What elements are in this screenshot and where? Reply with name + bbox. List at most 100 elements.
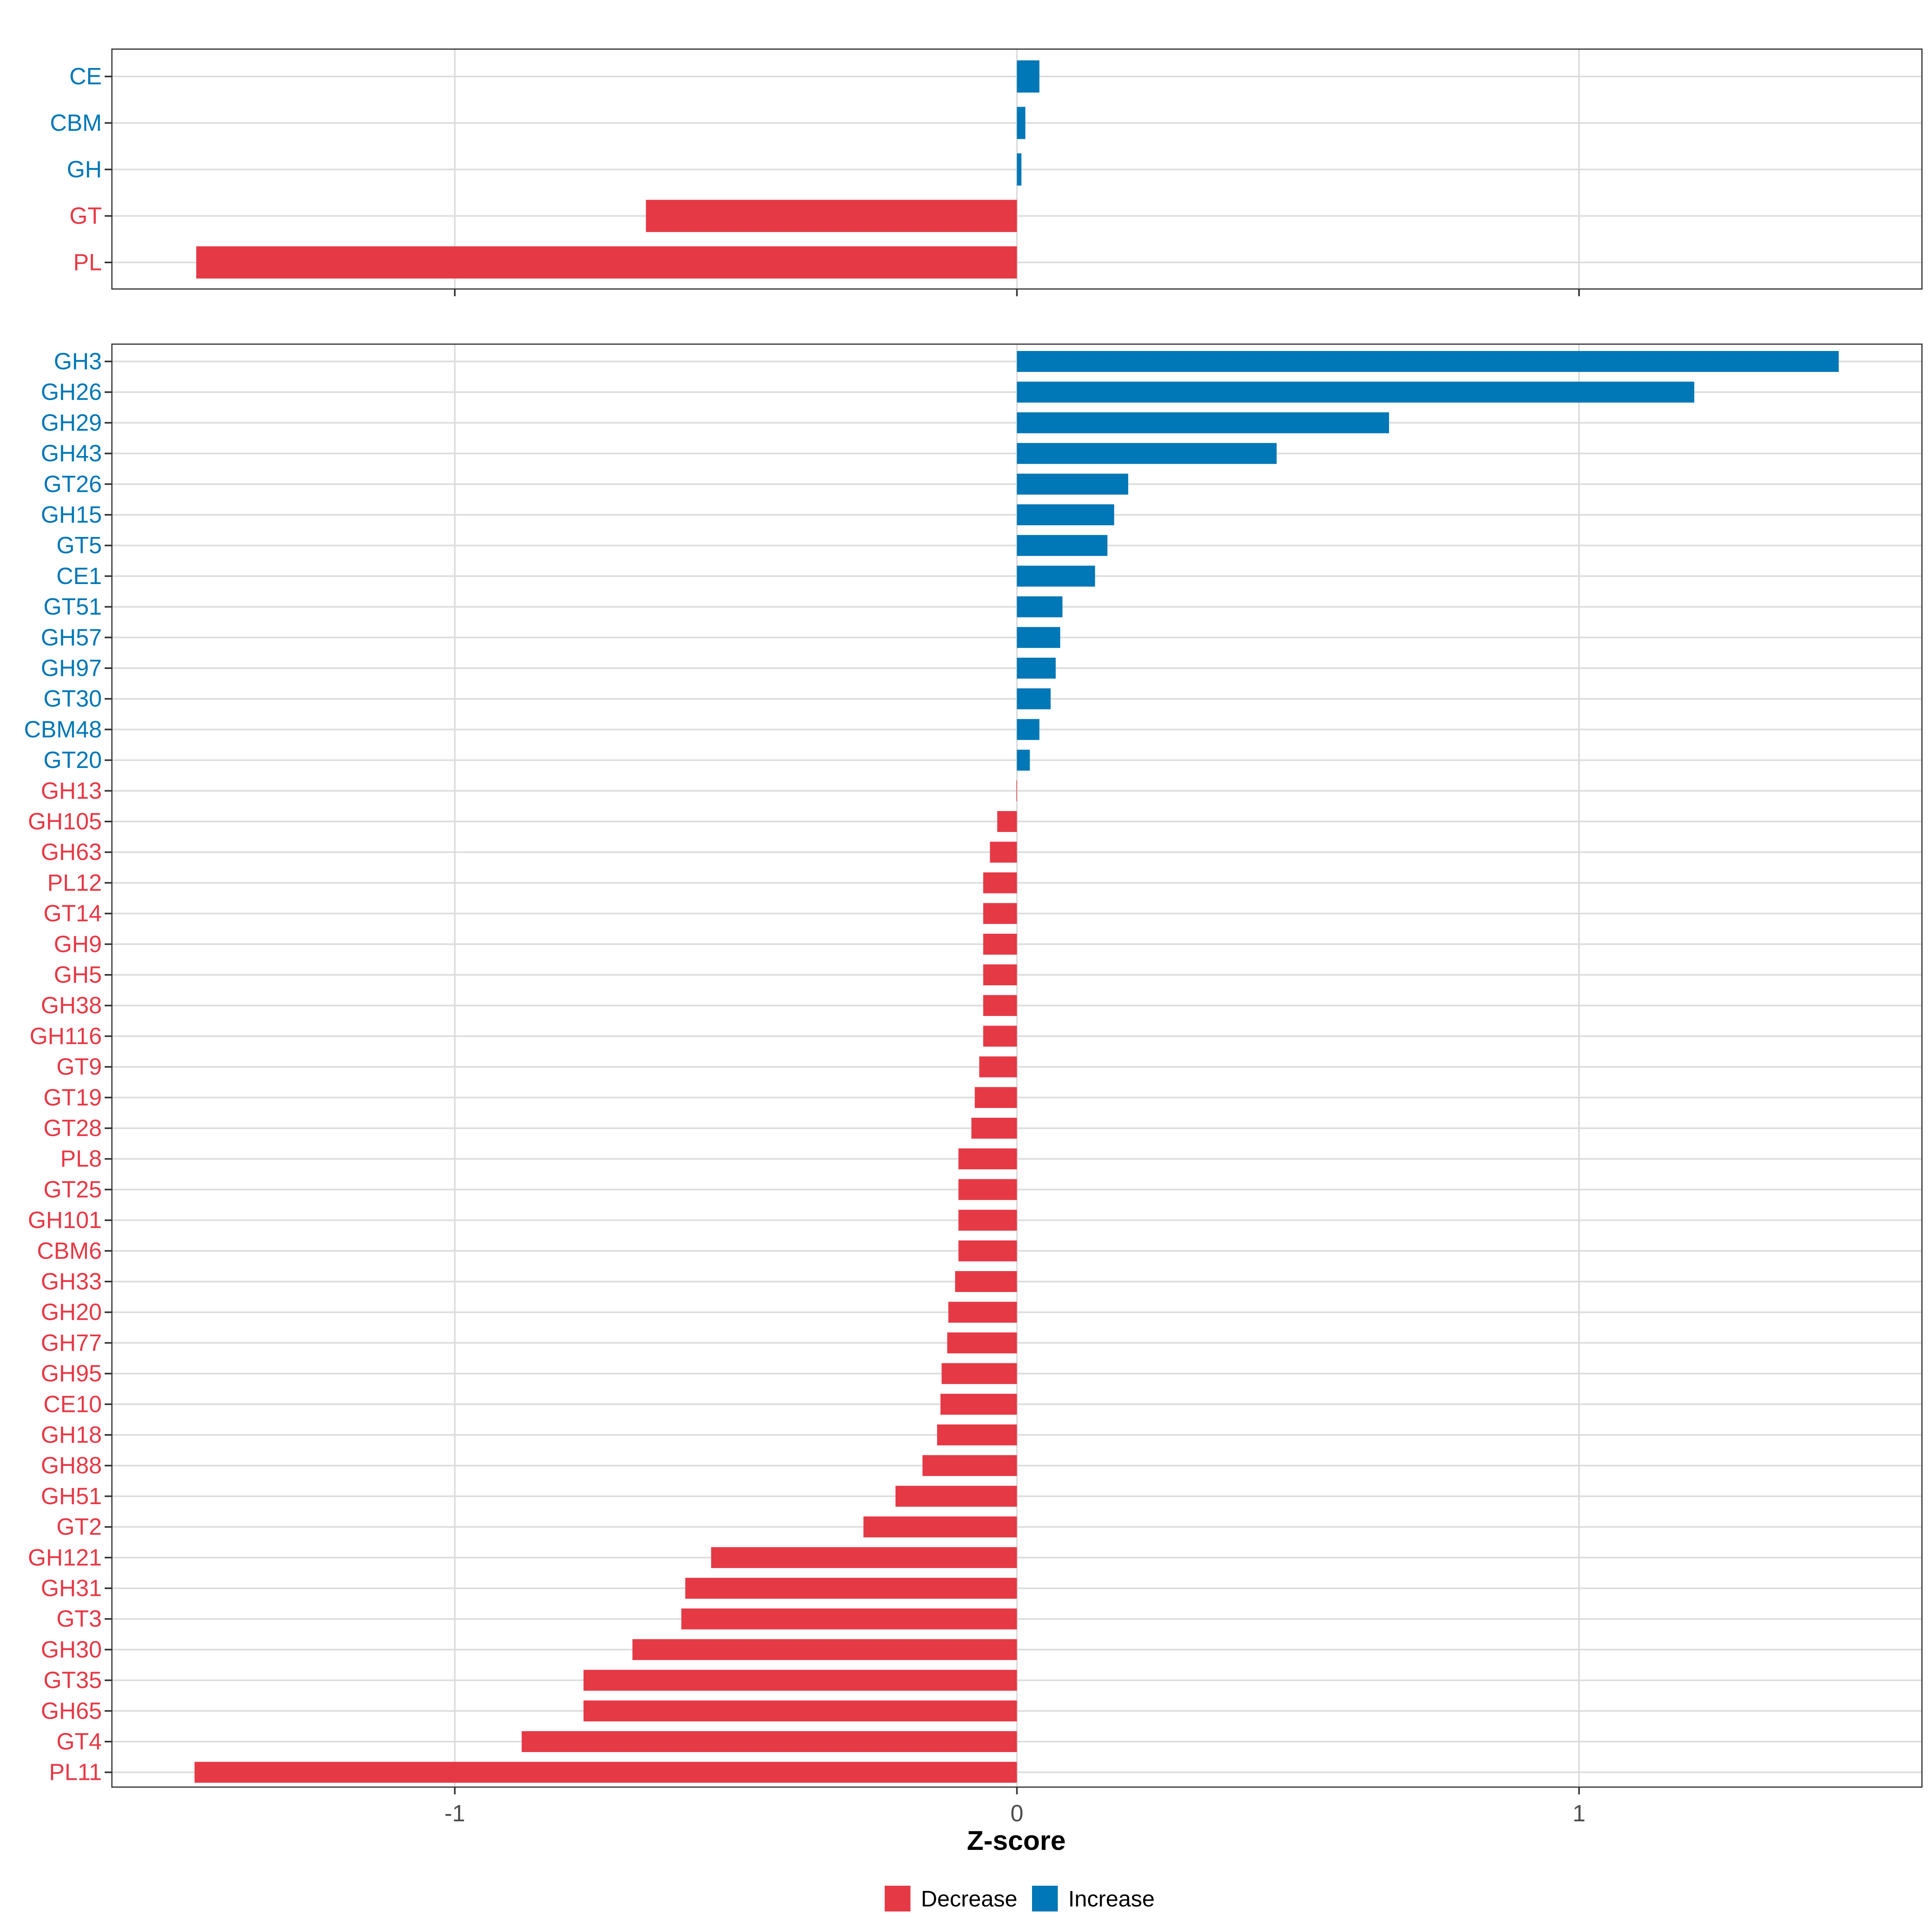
y-tick-label-gh30: GH30 — [41, 1637, 102, 1663]
y-tick-label-gt14: GT14 — [43, 900, 102, 927]
y-tick-label-gh77: GH77 — [41, 1330, 102, 1356]
y-tick-label-gh3: GH3 — [54, 349, 102, 375]
y-tick-label-ce: CE — [69, 64, 102, 90]
bar-cbm48 — [1017, 719, 1040, 740]
bar-gt25 — [958, 1179, 1017, 1200]
bar-gh88 — [922, 1455, 1017, 1476]
bar-gt5 — [1017, 535, 1108, 556]
top-panel: CE CBM GH GT PL — [50, 48, 1923, 296]
bar-gt4 — [522, 1731, 1017, 1752]
bar-gh5 — [983, 964, 1017, 985]
bar-ce1 — [1017, 566, 1095, 587]
bar-gt — [646, 200, 1017, 232]
y-tick-label-gt51: GT51 — [43, 594, 102, 620]
bar-gt30 — [1017, 688, 1051, 710]
bar-gt28 — [971, 1118, 1017, 1139]
y-tick-label-gt20: GT20 — [43, 747, 102, 773]
y-tick-label-gt26: GT26 — [43, 471, 102, 497]
bar-gt35 — [583, 1670, 1017, 1691]
bottom-panel: GH3 GH26 GH29 GH43 GT26 GH15 GT5 CE1 GT51 GH57 GH9… — [24, 343, 1923, 1827]
y-tick-label-gh18: GH18 — [41, 1422, 102, 1448]
y-tick-label-gt5: GT5 — [56, 533, 102, 559]
y-tick-label-cbm6: CBM6 — [37, 1238, 102, 1264]
y-tick-label-gh57: GH57 — [41, 624, 102, 650]
bar-ce10 — [940, 1393, 1017, 1415]
bar-gh15 — [1017, 504, 1115, 525]
y-tick-label-gt4: GT4 — [56, 1729, 102, 1755]
y-tick-label-gh26: GH26 — [41, 379, 102, 405]
legend-label-decrease: Decrease — [921, 1886, 1018, 1911]
bar-gh38 — [983, 995, 1017, 1016]
y-tick-label-gt: GT — [69, 203, 102, 229]
y-tick-label-gh20: GH20 — [41, 1299, 102, 1325]
bar-gh95 — [941, 1363, 1017, 1384]
bar-gh20 — [948, 1302, 1017, 1323]
y-tick-label-gt2: GT2 — [56, 1514, 102, 1540]
y-tick-label-gt28: GT28 — [43, 1115, 102, 1141]
bar-pl — [196, 246, 1017, 279]
bar-ce — [1017, 60, 1040, 93]
legend-swatch-increase — [1032, 1886, 1058, 1911]
y-tick-label-gh9: GH9 — [54, 931, 102, 957]
bar-gt20 — [1017, 749, 1030, 771]
y-tick-label-gh13: GH13 — [41, 778, 102, 804]
y-tick-label-gh29: GH29 — [41, 410, 102, 436]
y-tick-label-cbm: CBM — [50, 110, 102, 136]
y-tick-label-gh31: GH31 — [41, 1575, 102, 1602]
y-tick-label-pl11: PL11 — [49, 1759, 102, 1785]
y-tick-label-gt3: GT3 — [56, 1606, 102, 1632]
y-tick-label-gh38: GH38 — [41, 993, 102, 1019]
bar-gh33 — [955, 1271, 1017, 1292]
y-tick-label-gh51: GH51 — [41, 1483, 102, 1509]
legend: Decrease Increase — [885, 1886, 1155, 1911]
bar-gt14 — [983, 903, 1017, 924]
bar-cbm6 — [958, 1240, 1017, 1261]
x-axis-title: Z-score — [967, 1825, 1066, 1856]
bar-gh — [1017, 153, 1022, 186]
y-tick-label-gh97: GH97 — [41, 655, 102, 681]
y-tick-label-gt25: GT25 — [43, 1177, 102, 1203]
y-tick-label-pl8: PL8 — [60, 1146, 102, 1172]
bar-gh31 — [685, 1578, 1017, 1599]
bar-gh9 — [983, 933, 1017, 955]
y-tick-label-gh63: GH63 — [41, 839, 102, 865]
y-tick-label-pl12: PL12 — [47, 870, 102, 896]
y-tick-label-gh121: GH121 — [28, 1544, 102, 1571]
legend-swatch-decrease — [885, 1886, 910, 1911]
bar-gh105 — [997, 811, 1017, 832]
bar-gh29 — [1017, 412, 1389, 433]
bar-gh51 — [895, 1486, 1017, 1507]
y-tick-label-ce10: CE10 — [43, 1391, 102, 1417]
y-tick-label-gt9: GT9 — [56, 1054, 102, 1080]
x-tick-label: 1 — [1573, 1800, 1585, 1827]
bar-gh116 — [983, 1026, 1017, 1047]
bar-gh30 — [632, 1639, 1017, 1660]
bar-gt26 — [1017, 473, 1129, 495]
bar-gh101 — [958, 1210, 1017, 1231]
y-tick-label-gh116: GH116 — [30, 1023, 102, 1049]
bar-gt51 — [1017, 596, 1063, 617]
bar-pl12 — [983, 872, 1017, 894]
y-tick-label-gh5: GH5 — [54, 962, 102, 988]
bar-gh3 — [1017, 351, 1839, 372]
y-tick-label-gh88: GH88 — [41, 1453, 102, 1479]
y-tick-label-gh101: GH101 — [28, 1207, 102, 1233]
bar-gt3 — [681, 1608, 1017, 1630]
y-tick-label-gh105: GH105 — [28, 809, 102, 835]
bar-pl8 — [958, 1148, 1017, 1170]
y-tick-label-ce1: CE1 — [56, 563, 102, 589]
y-tick-label-gh95: GH95 — [41, 1360, 102, 1387]
bar-gh18 — [937, 1424, 1017, 1445]
y-tick-label-gh15: GH15 — [41, 502, 102, 528]
x-tick-label: 0 — [1010, 1800, 1023, 1827]
bar-gh63 — [990, 842, 1017, 863]
bar-gt2 — [863, 1516, 1017, 1538]
bar-gh121 — [711, 1547, 1017, 1568]
bar-gt19 — [974, 1087, 1017, 1108]
bar-pl11 — [194, 1762, 1017, 1783]
bar-gh13 — [1016, 780, 1017, 801]
bar-gh43 — [1017, 443, 1277, 464]
y-tick-label-cbm48: CBM48 — [24, 716, 102, 743]
legend-label-increase: Increase — [1068, 1886, 1155, 1911]
